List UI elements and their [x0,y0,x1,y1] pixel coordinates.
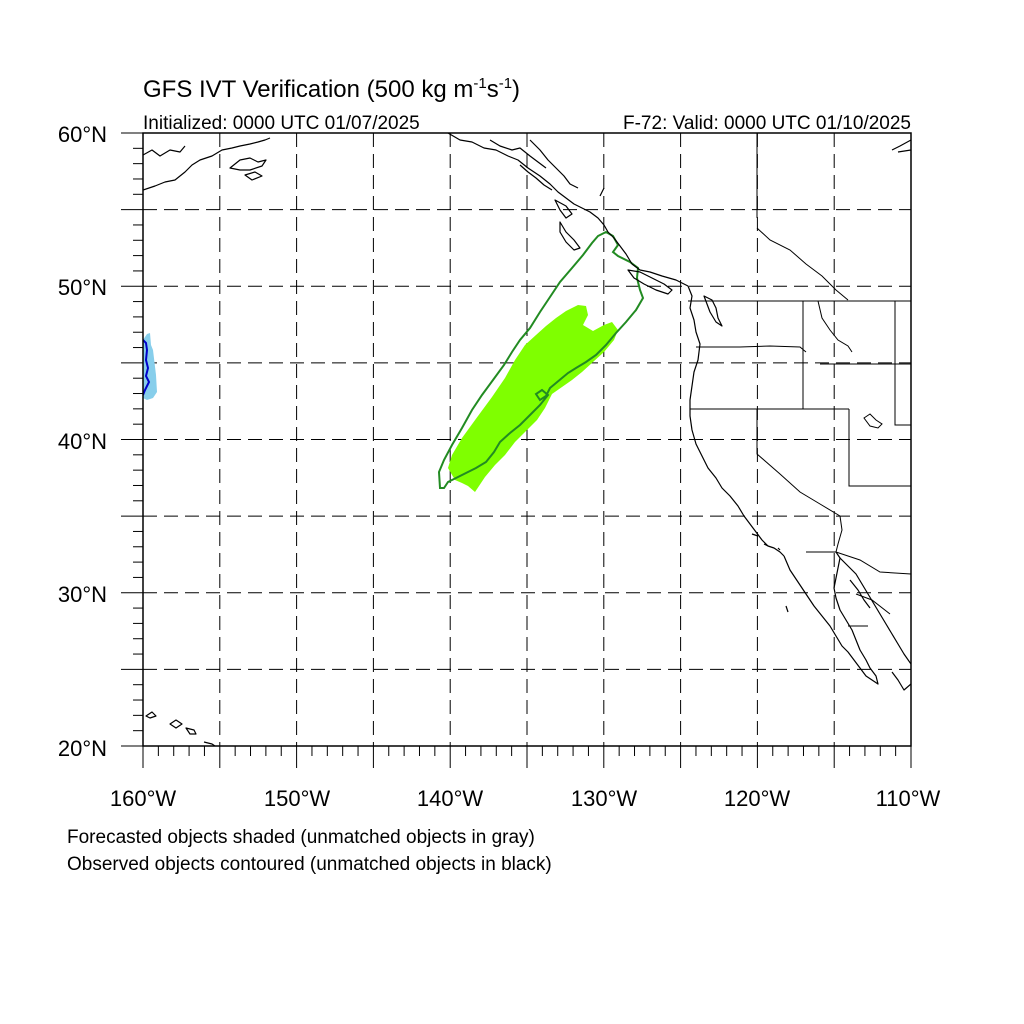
coastlines [143,133,911,746]
observed-unmatched-contour [143,339,151,396]
figure-title: GFS IVT Verification (500 kg m-1s-1) [143,75,520,103]
lon-label-140w: 140°W [417,786,484,811]
forecast-matched-object [448,305,618,492]
state-borders [688,133,911,627]
lon-label-130w: 130°W [571,786,638,811]
observed-matched-contour [437,230,645,489]
valid-time-label: F-72: Valid: 0000 UTC 01/10/2025 [623,113,911,134]
init-time-label: Initialized: 0000 UTC 01/07/2025 [143,113,420,134]
footer-note-forecast: Forecasted objects shaded (unmatched obj… [67,827,535,848]
footer-note-observed: Observed objects contoured (unmatched ob… [67,854,552,875]
lat-label-50n: 50°N [58,275,107,300]
lat-label-30n: 30°N [58,582,107,607]
lon-label-150w: 150°W [264,786,331,811]
lon-label-160w: 160°W [110,786,177,811]
lon-label-110w: 110°W [876,786,941,811]
lat-label-40n: 40°N [58,429,107,454]
axis-ticks [121,132,912,768]
map-area [143,133,911,746]
lat-label-20n: 20°N [58,736,107,761]
lon-label-120w: 120°W [724,786,791,811]
lat-label-60n: 60°N [58,122,107,147]
grid-lines [143,133,911,746]
